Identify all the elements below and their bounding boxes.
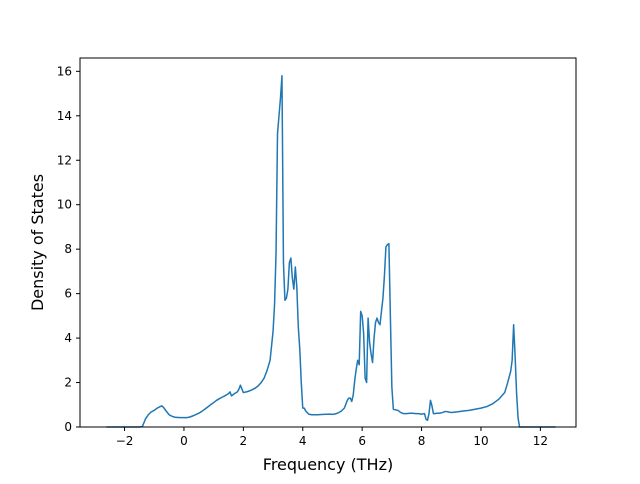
- x-axis-label: Frequency (THz): [263, 455, 393, 474]
- y-axis-label: Density of States: [28, 174, 47, 311]
- x-tick-label: 12: [533, 434, 548, 448]
- x-tick-label: 0: [180, 434, 188, 448]
- x-tick-label: 4: [299, 434, 307, 448]
- y-tick-label: 0: [64, 420, 72, 434]
- x-tick-label: −2: [116, 434, 134, 448]
- y-tick-label: 2: [64, 376, 72, 390]
- x-tick-label: 10: [473, 434, 488, 448]
- x-tick-label: 2: [240, 434, 248, 448]
- x-tick-label: 6: [358, 434, 366, 448]
- y-tick-label: 14: [57, 109, 72, 123]
- y-tick-label: 10: [57, 198, 72, 212]
- y-tick-label: 8: [64, 242, 72, 256]
- y-tick-label: 6: [64, 287, 72, 301]
- axes-frame: [79, 57, 577, 428]
- x-tick-label: 8: [418, 434, 426, 448]
- y-axis-ticks: 0 2 4 6 8 10 12 14 16: [57, 64, 80, 434]
- y-tick-label: 16: [57, 64, 72, 78]
- y-tick-label: 4: [64, 331, 72, 345]
- y-tick-label: 12: [57, 153, 72, 167]
- x-axis-ticks: −2 0 2 4 6 8 10 12: [116, 427, 548, 448]
- dos-series-line: [105, 75, 556, 428]
